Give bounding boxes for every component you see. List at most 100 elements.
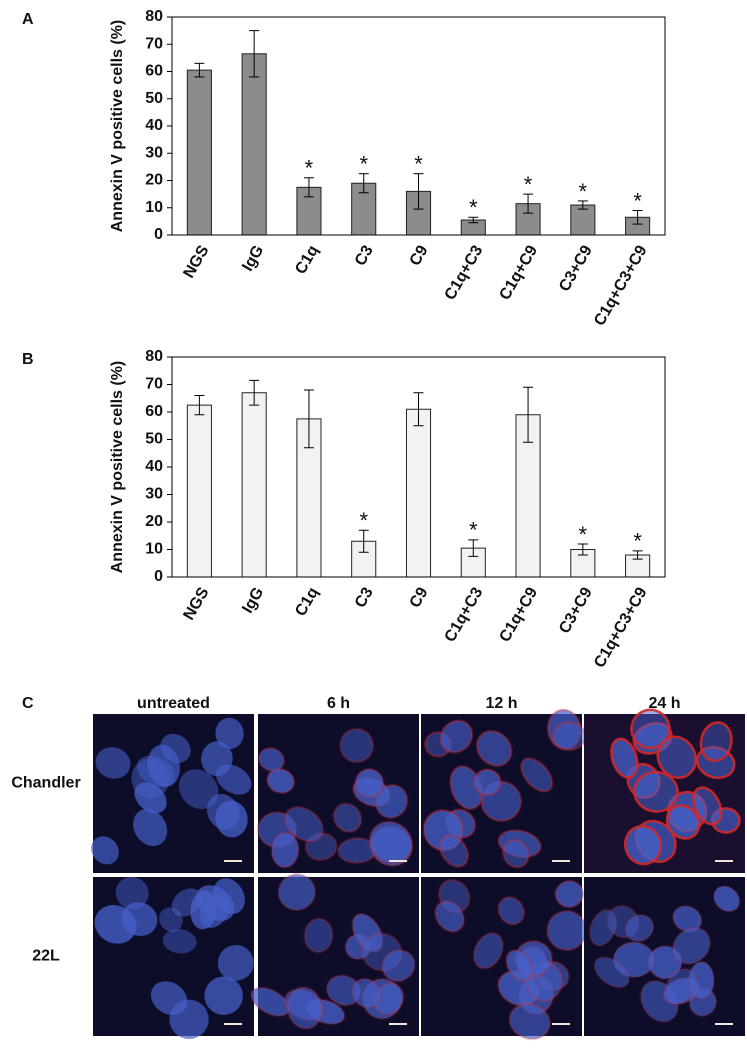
significance-mark: * [469, 518, 478, 543]
error-bar [358, 173, 369, 194]
error-bar [303, 389, 314, 449]
cell-nucleus [593, 956, 631, 989]
plot-frame [171, 356, 666, 578]
row-label: 22L [32, 948, 60, 965]
panel-label: A [22, 11, 34, 28]
cell-nucleus [475, 729, 513, 767]
x-tick-label: NGS [180, 584, 212, 623]
y-tick-label: 10 [145, 199, 163, 216]
x-tick-label: IgG [239, 585, 267, 617]
x-tick-label: C3+C9 [556, 243, 596, 295]
x-tick-label: C1q+C3+C9 [591, 243, 651, 329]
cell-nucleus [351, 977, 382, 1009]
significance-mark: * [359, 152, 368, 177]
error-bar [303, 177, 314, 198]
cell-nucleus [133, 808, 168, 847]
x-tick-label: C1q [292, 243, 322, 278]
cell-nucleus [332, 802, 363, 833]
cell-nucleus [160, 733, 191, 763]
cell-nucleus [438, 834, 470, 868]
x-tick-label: C1q [292, 585, 322, 620]
error-bar [577, 200, 588, 210]
y-tick-label: 70 [145, 376, 163, 393]
y-tick-label: 80 [145, 8, 163, 25]
cell-nucleus [339, 727, 375, 764]
cell-nucleus [664, 967, 698, 1006]
error-bar [358, 529, 369, 553]
cell-nucleus [692, 786, 723, 826]
bar [186, 69, 212, 236]
column-label: 24 h [648, 695, 680, 712]
plot-frame [171, 16, 666, 236]
cell-nucleus [546, 909, 588, 952]
cell-nucleus [206, 793, 240, 830]
row-label: Chandler [11, 775, 80, 792]
x-tick-label: C3 [352, 585, 377, 611]
micrograph [421, 877, 588, 1041]
cell-nucleus [623, 824, 663, 866]
cell-nucleus [351, 912, 384, 953]
cell-nucleus [216, 764, 252, 795]
panel-label: B [22, 351, 34, 368]
micrograph [584, 708, 745, 873]
x-tick-label: C1q+C9 [496, 585, 541, 646]
cell-nucleus [502, 838, 530, 869]
error-bar [468, 216, 479, 224]
y-axis-label: Annexin V positive cells (%) [109, 20, 126, 233]
y-tick-label: 60 [145, 403, 163, 420]
cell-nucleus [508, 1002, 552, 1041]
x-tick-label: C1q+C9 [496, 243, 541, 304]
cell-nucleus [381, 948, 416, 983]
column-label: 12 h [485, 695, 517, 712]
cell-nucleus [546, 708, 583, 751]
cell-nucleus [200, 896, 230, 928]
cell-nucleus [131, 758, 170, 799]
error-bar [194, 62, 205, 78]
bar [351, 540, 377, 578]
cell-nucleus [497, 896, 526, 926]
y-tick-label: 0 [154, 568, 163, 585]
column-label: untreated [137, 695, 210, 712]
cell-nucleus [624, 913, 655, 943]
error-bar [413, 173, 424, 210]
cell-nucleus [94, 905, 137, 944]
cell-nucleus [159, 907, 183, 932]
cell-nucleus [91, 836, 119, 865]
cell-nucleus [699, 721, 733, 763]
cell-nucleus [554, 879, 585, 909]
y-tick-label: 30 [145, 486, 163, 503]
y-tick-label: 80 [145, 348, 163, 365]
significance-mark: * [579, 179, 588, 204]
cell-nucleus [270, 831, 300, 869]
cell-nucleus [630, 708, 671, 750]
y-tick-label: 70 [145, 35, 163, 52]
cell-nucleus [283, 805, 325, 843]
x-tick-label: C1q+C3 [442, 585, 487, 646]
error-bar [523, 386, 534, 443]
micrograph [584, 877, 745, 1036]
error-bar [632, 209, 643, 225]
significance-mark: * [305, 156, 314, 181]
x-tick-label: IgG [239, 243, 267, 275]
significance-mark: * [633, 529, 642, 554]
cell-nucleus [610, 737, 639, 779]
x-tick-label: C9 [407, 243, 432, 269]
bar [186, 404, 212, 578]
cell-nucleus [178, 769, 219, 810]
error-bar [194, 395, 205, 416]
cell-nucleus [266, 767, 296, 795]
cell-nucleus [473, 768, 502, 797]
x-tick-label: NGS [180, 242, 212, 281]
y-tick-label: 50 [145, 431, 163, 448]
x-tick-label: C1q+C3 [442, 243, 487, 304]
cell-nucleus [303, 917, 334, 954]
significance-mark: * [414, 152, 423, 177]
error-bar [632, 550, 643, 560]
significance-mark: * [359, 508, 368, 533]
x-tick-label: C3+C9 [556, 585, 596, 637]
significance-mark: * [633, 188, 642, 213]
bar [241, 53, 267, 236]
x-tick-label: C9 [407, 585, 432, 611]
y-tick-label: 20 [145, 172, 163, 189]
